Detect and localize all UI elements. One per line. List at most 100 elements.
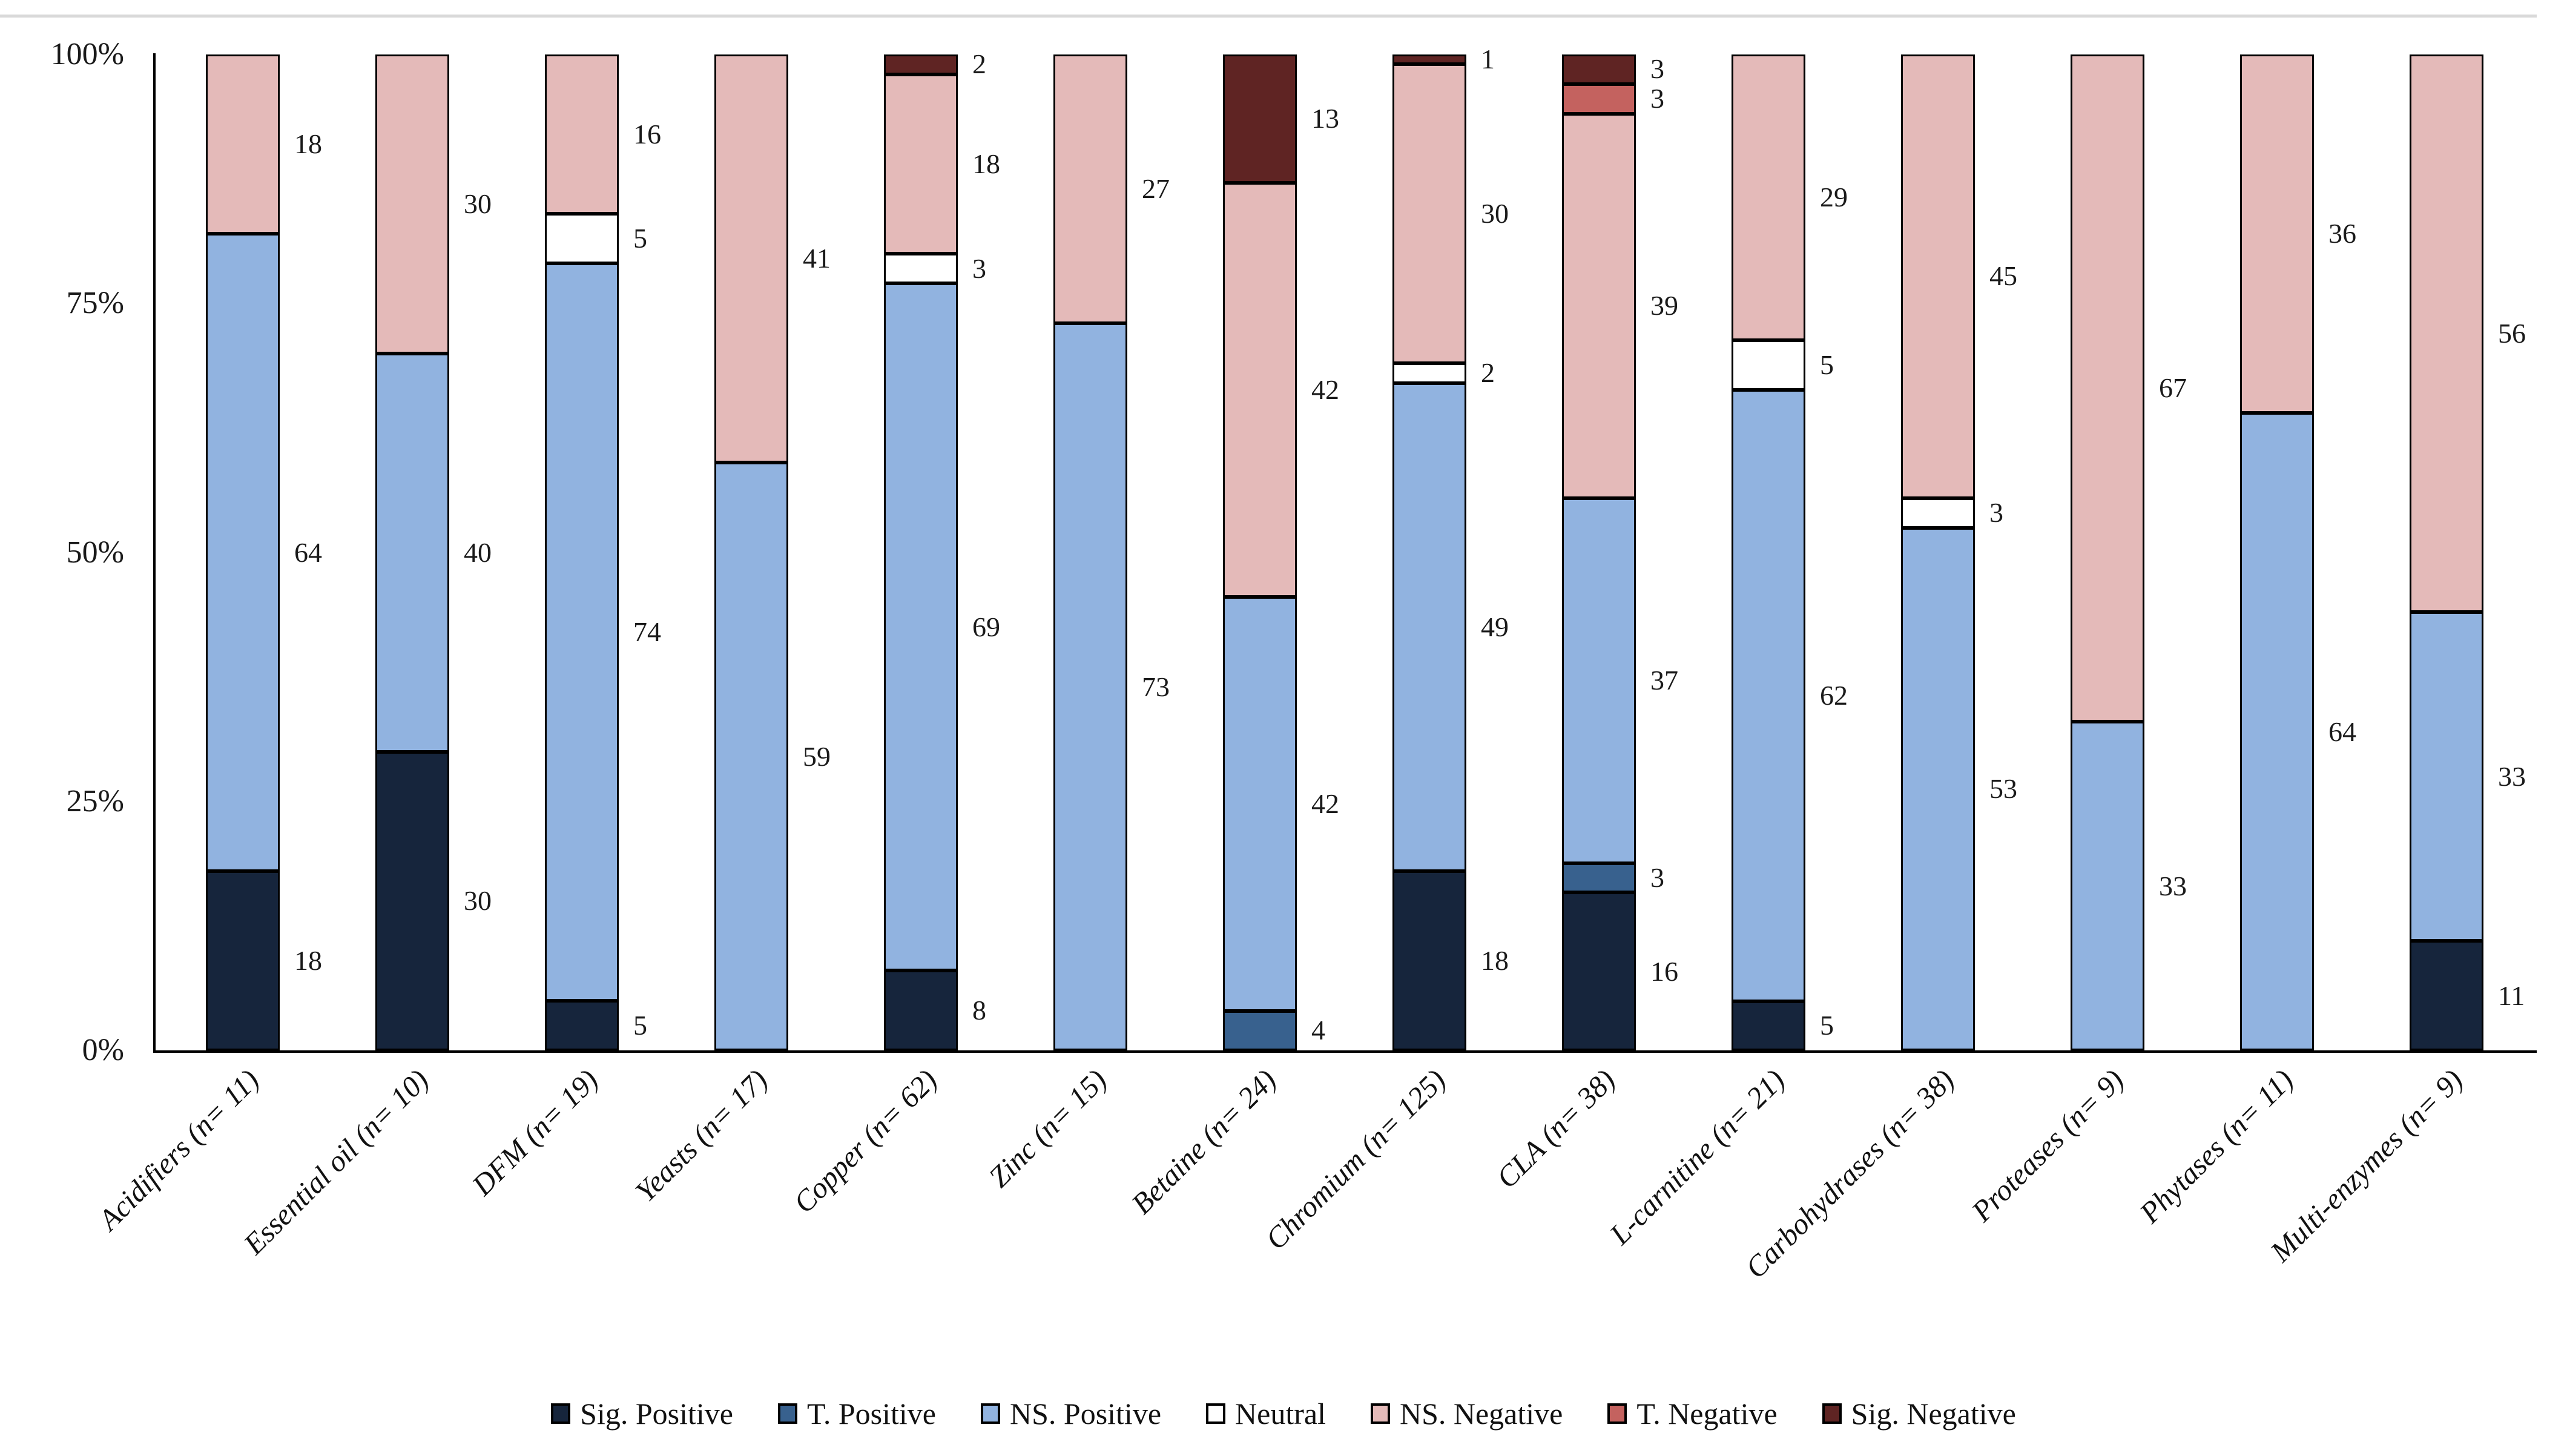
segment-value-label: 29	[1820, 182, 1848, 213]
legend-item-ns-positive: NS. Positive	[980, 1397, 1162, 1431]
bar-segment-ns-positive	[1901, 527, 1975, 1050]
category-label: Copper (n= 62)	[786, 1062, 944, 1220]
y-axis-tick-label: 0%	[82, 1033, 124, 1067]
legend-label: NS. Negative	[1399, 1397, 1563, 1431]
bar-segment-ns-negative	[545, 54, 619, 214]
legend-label: Neutral	[1235, 1397, 1326, 1431]
category-label: Essential oil (n= 10)	[237, 1062, 435, 1261]
segment-value-label: 40	[464, 536, 492, 568]
bar-segment-ns-negative	[1223, 182, 1297, 597]
segment-value-label: 36	[2328, 218, 2356, 249]
bar-segment-ns-negative	[1053, 54, 1127, 324]
segment-value-label: 64	[294, 536, 322, 568]
category-label: DFM (n= 19)	[465, 1062, 605, 1202]
y-axis-line	[153, 53, 156, 1053]
segment-value-label: 3	[1989, 497, 2003, 529]
bar-segment-ns-negative	[884, 74, 958, 254]
y-axis-tick-label: 75%	[66, 286, 124, 321]
segment-value-label: 5	[633, 223, 647, 254]
segment-value-label: 30	[464, 885, 492, 917]
bar-segment-t-positive	[1223, 1010, 1297, 1050]
bar-column	[1392, 54, 1466, 1050]
segment-value-label: 5	[1820, 349, 1834, 381]
segment-value-label: 67	[2159, 372, 2187, 404]
bar-segment-sig-positive	[884, 970, 958, 1050]
segment-value-label: 42	[1311, 788, 1339, 819]
bar-column	[545, 54, 619, 1050]
bar-segment-neutral	[545, 214, 619, 264]
top-divider-rule	[0, 15, 2537, 18]
segment-value-label: 18	[294, 944, 322, 976]
segment-value-label: 56	[2498, 317, 2526, 349]
segment-value-label: 13	[1311, 102, 1339, 134]
segment-value-label: 39	[1650, 290, 1678, 321]
bar-segment-ns-positive	[2240, 413, 2314, 1050]
y-axis-tick-label: 25%	[66, 783, 124, 819]
segment-value-label: 53	[1989, 773, 2017, 805]
bar-segment-t-positive	[1562, 863, 1636, 893]
category-label: Proteases (n= 9)	[1965, 1062, 2130, 1228]
segment-value-label: 30	[1481, 198, 1509, 229]
segment-value-label: 3	[1650, 53, 1664, 85]
bar-column	[1223, 54, 1297, 1050]
bar-segment-ns-negative	[206, 54, 280, 234]
segment-value-label: 33	[2159, 870, 2187, 901]
category-label: Carbohydrases (n= 38)	[1739, 1062, 1961, 1285]
segment-value-label: 64	[2328, 716, 2356, 747]
segment-value-label: 18	[972, 148, 1000, 179]
segment-value-label: 5	[633, 1009, 647, 1041]
segment-value-label: 62	[1820, 679, 1848, 711]
bar-segment-ns-positive	[2071, 722, 2144, 1050]
bar-segment-ns-positive	[1732, 389, 1805, 1001]
segment-value-label: 27	[1142, 173, 1170, 205]
bar-segment-ns-positive	[884, 283, 958, 971]
legend-swatch-icon	[980, 1403, 1000, 1424]
bar-segment-ns-negative	[714, 54, 788, 463]
bar-segment-sig-positive	[2410, 941, 2483, 1050]
segment-value-label: 45	[1989, 260, 2017, 292]
x-axis-line	[153, 1050, 2537, 1053]
segment-value-label: 3	[1650, 861, 1664, 893]
segment-value-label: 4	[1311, 1015, 1325, 1046]
category-label: Acidifiers (n= 11)	[91, 1062, 266, 1237]
bar-segment-ns-positive	[2410, 612, 2483, 941]
segment-value-label: 33	[2498, 760, 2526, 792]
category-label: Chromium (n= 125)	[1259, 1062, 1452, 1256]
legend-label: NS. Positive	[1009, 1397, 1162, 1431]
segment-value-label: 42	[1311, 374, 1339, 405]
bar-segment-neutral	[1392, 363, 1466, 383]
legend-swatch-icon	[1206, 1403, 1226, 1424]
legend-item-t-negative: T. Negative	[1607, 1397, 1778, 1430]
segment-value-label: 49	[1481, 611, 1509, 642]
bar-segment-ns-positive	[545, 263, 619, 1001]
legend-label: T. Positive	[807, 1397, 936, 1431]
bar-segment-neutral	[1732, 340, 1805, 390]
bar-segment-ns-negative	[375, 54, 449, 354]
legend-item-t-positive: T. Positive	[778, 1397, 936, 1430]
segment-value-label: 11	[2498, 980, 2525, 1011]
category-label: L-carnitine (n= 21)	[1603, 1062, 1791, 1251]
y-axis-tick-label: 100%	[50, 37, 124, 71]
category-label: CLA (n= 38)	[1489, 1062, 1622, 1195]
bar-segment-ns-negative	[1562, 113, 1636, 498]
bar-segment-ns-positive	[1392, 383, 1466, 871]
bar-segment-sig-positive	[1732, 1001, 1805, 1050]
legend-item-sig-positive: Sig. Positive	[551, 1397, 733, 1430]
segment-value-label: 3	[972, 252, 986, 284]
category-label: Betaine (n= 24)	[1125, 1062, 1283, 1221]
bar-column	[714, 54, 788, 1050]
y-axis-tick-label: 50%	[66, 535, 124, 570]
segment-value-label: 73	[1142, 671, 1170, 702]
bar-column	[2410, 54, 2483, 1050]
bar-segment-ns-positive	[714, 463, 788, 1050]
legend: Sig. Positive T. Positive NS. Positive Neut…	[0, 1397, 2567, 1430]
bar-segment-ns-negative	[1732, 54, 1805, 341]
bar-segment-sig-negative	[884, 54, 958, 74]
category-label: Zinc (n= 15)	[982, 1062, 1113, 1194]
segment-value-label: 5	[1820, 1010, 1834, 1041]
bar-segment-neutral	[884, 254, 958, 284]
segment-value-label: 2	[972, 48, 986, 80]
bar-segment-sig-positive	[375, 751, 449, 1050]
segment-value-label: 18	[1481, 944, 1509, 976]
